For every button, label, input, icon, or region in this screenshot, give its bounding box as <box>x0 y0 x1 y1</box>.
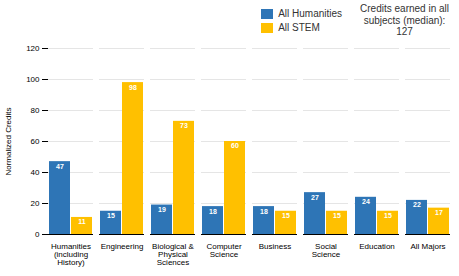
svg-text:15: 15 <box>333 212 341 219</box>
svg-text:11: 11 <box>78 218 86 225</box>
html-text:Credits earned in all subjects: Credits earned in all subjects (median):… <box>360 3 449 38</box>
svg-text:98: 98 <box>129 84 137 91</box>
svg-text:120: 120 <box>26 44 40 53</box>
svg-text:22: 22 <box>413 201 421 208</box>
svg-text:Normalized Credits: Normalized Credits <box>4 107 13 175</box>
svg-text:40: 40 <box>31 168 40 177</box>
svg-text:Biological &PhysicalSciences: Biological &PhysicalSciences <box>152 242 194 267</box>
svg-text:17: 17 <box>435 209 443 216</box>
svg-text:19: 19 <box>158 206 166 213</box>
svg-text:80: 80 <box>31 106 40 115</box>
svg-text:15: 15 <box>282 212 290 219</box>
svg-text:73: 73 <box>180 122 188 129</box>
svg-text:24: 24 <box>362 198 370 205</box>
svg-text:SocialScience: SocialScience <box>312 242 341 259</box>
svg-text:60: 60 <box>231 142 239 149</box>
svg-text:Humanities(includingHistory): Humanities(includingHistory) <box>51 242 91 267</box>
svg-text:47: 47 <box>56 163 64 170</box>
svg-text:18: 18 <box>260 208 268 215</box>
svg-text:0: 0 <box>35 230 40 239</box>
svg-text:Education: Education <box>359 242 395 251</box>
html-text:All Humanities: All Humanities <box>278 8 343 19</box>
svg-text:All Majors: All Majors <box>410 242 445 251</box>
svg-text:Engineering: Engineering <box>101 242 144 251</box>
svg-text:15: 15 <box>384 212 392 219</box>
svg-text:60: 60 <box>31 137 40 146</box>
html-text:All STEM: All STEM <box>278 22 320 33</box>
svg-text:ComputerScience: ComputerScience <box>206 242 241 259</box>
svg-text:Business: Business <box>259 242 291 251</box>
svg-text:20: 20 <box>31 199 40 208</box>
svg-text:18: 18 <box>209 208 217 215</box>
svg-text:100: 100 <box>26 75 40 84</box>
svg-text:27: 27 <box>311 194 319 201</box>
svg-text:15: 15 <box>107 212 115 219</box>
